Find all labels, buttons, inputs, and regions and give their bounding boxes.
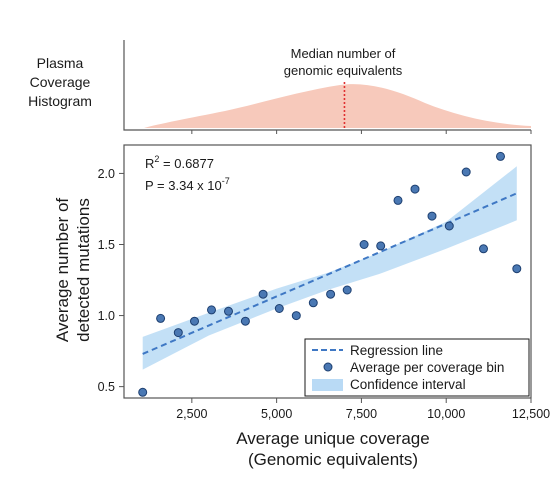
legend: Regression line Average per coverage bin… bbox=[304, 338, 530, 397]
data-point bbox=[326, 289, 336, 299]
scatter-panel: 2,500 5,000 7,500 10,000 12,500 0.5 1.0 1.5 2.0… bbox=[53, 144, 550, 469]
coverage-density-area bbox=[144, 84, 531, 128]
data-point bbox=[258, 289, 268, 299]
data-point bbox=[308, 298, 318, 308]
data-point bbox=[138, 387, 148, 397]
y-tick-label: 0.5 bbox=[98, 380, 115, 394]
histogram-label-line-2: Coverage bbox=[30, 74, 91, 90]
data-point bbox=[291, 311, 301, 321]
r-squared-text: R2 = 0.6877 bbox=[145, 154, 214, 171]
x-tick-label: 12,500 bbox=[512, 407, 550, 421]
data-point bbox=[376, 241, 386, 251]
x-tick-label: 2,500 bbox=[176, 407, 207, 421]
legend-points-label: Average per coverage bin bbox=[350, 360, 504, 375]
data-point bbox=[393, 195, 403, 205]
x-tick-label: 10,000 bbox=[427, 407, 465, 421]
x-axis-ticks: 2,500 5,000 7,500 10,000 12,500 bbox=[176, 398, 550, 421]
data-point bbox=[156, 313, 166, 323]
data-point bbox=[342, 285, 352, 295]
data-point bbox=[240, 316, 250, 326]
data-point bbox=[496, 151, 505, 161]
x-tick-label: 5,000 bbox=[261, 407, 292, 421]
y-axis-label-line-2: detected mutations bbox=[74, 198, 93, 342]
plot-frame bbox=[123, 144, 532, 399]
legend-point-swatch bbox=[323, 362, 333, 372]
data-point bbox=[410, 184, 420, 194]
y-axis-ticks: 0.5 1.0 1.5 2.0 bbox=[98, 167, 124, 394]
x-axis-label-line-2: (Genomic equivalents) bbox=[248, 450, 418, 469]
histogram-label-line-3: Histogram bbox=[28, 93, 92, 109]
data-point bbox=[207, 305, 216, 315]
data-point bbox=[190, 316, 199, 326]
x-axis-label-line-1: Average unique coverage bbox=[236, 429, 429, 448]
legend-regression-label: Regression line bbox=[350, 343, 443, 358]
histogram-label-line-1: Plasma bbox=[37, 55, 84, 71]
data-point bbox=[444, 221, 454, 231]
y-tick-label: 1.0 bbox=[98, 309, 115, 323]
legend-band-label: Confidence interval bbox=[350, 377, 466, 392]
p-value-text: P = 3.34 x 10-7 bbox=[145, 176, 230, 193]
data-point bbox=[359, 240, 369, 249]
histogram-frame bbox=[123, 40, 531, 131]
legend-band-swatch bbox=[312, 379, 343, 391]
x-tick-label: 7,500 bbox=[346, 407, 377, 421]
median-annotation-line-2: genomic equivalents bbox=[284, 63, 403, 78]
y-tick-label: 2.0 bbox=[98, 167, 115, 181]
data-point bbox=[274, 304, 284, 313]
data-point bbox=[427, 211, 437, 221]
data-point bbox=[479, 244, 488, 254]
data-point bbox=[512, 264, 522, 274]
confidence-band bbox=[142, 166, 517, 370]
histogram-panel: Plasma Coverage Histogram Median number … bbox=[28, 40, 532, 134]
data-points bbox=[138, 151, 522, 397]
data-point bbox=[173, 328, 183, 338]
y-axis-label-line-1: Average number of bbox=[53, 198, 72, 343]
median-annotation-line-1: Median number of bbox=[291, 46, 396, 61]
data-point bbox=[461, 167, 471, 177]
data-point bbox=[224, 306, 233, 316]
regression-line bbox=[142, 192, 518, 355]
y-tick-label: 1.5 bbox=[98, 238, 115, 252]
